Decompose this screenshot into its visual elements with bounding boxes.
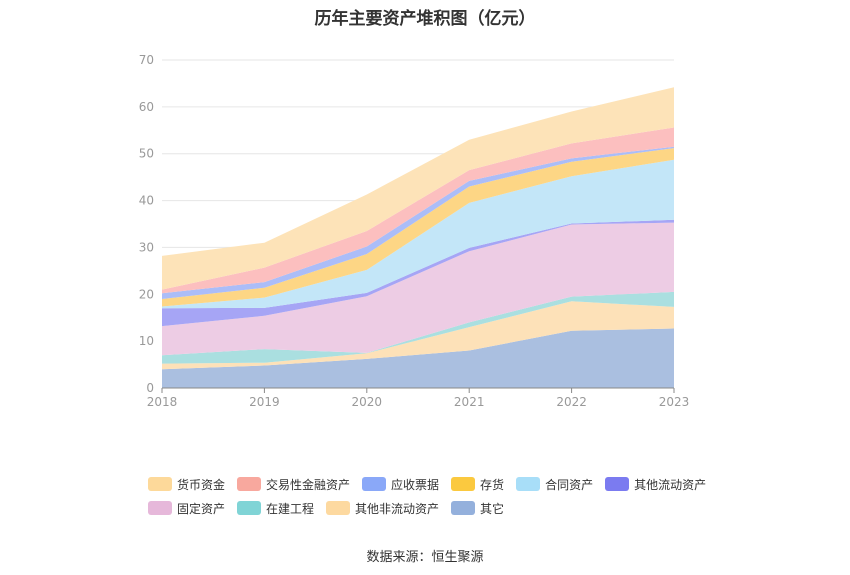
stacked-area-chart: 0 10 20 30 40 50 60 70 2018 2019 2020 2021 2022 2023 [139,53,690,409]
legend-item[interactable]: 存货 [451,476,504,493]
y-tick-label: 70 [139,53,154,67]
x-tick-label: 2021 [454,395,485,409]
area-series-4 [162,219,674,327]
legend-label: 应收票据 [391,477,440,492]
legend-swatch [451,501,476,515]
legend-item[interactable]: 在建工程 [237,500,314,517]
legend-label: 在建工程 [266,501,315,516]
legend-item[interactable]: 其他流动资产 [605,476,706,493]
area-series-0 [162,328,674,388]
legend-row: 固定资产 在建工程 其他非流动资产 其它 [148,496,748,520]
x-tick-label: 2019 [249,395,280,409]
legend-swatch [326,501,351,515]
legend-item[interactable]: 交易性金融资产 [237,476,350,493]
chart-title: 历年主要资产堆积图（亿元） [314,9,536,29]
axes: 0 10 20 30 40 50 60 70 2018 2019 2020 2021 2022 2023 [139,53,690,409]
legend-row: 货币资金 交易性金融资产 应收票据 存货 合同资产 其他流动资产 [148,472,748,496]
legend-label: 其它 [480,501,505,516]
legend-item[interactable]: 其他非流动资产 [326,500,439,517]
area-series-2 [162,291,674,364]
legend-label: 存货 [480,477,505,492]
area-series-8 [162,127,674,294]
legend-label: 交易性金融资产 [266,477,351,492]
y-tick-label: 50 [139,147,154,161]
legend-label: 货币资金 [177,477,226,492]
y-tick-label: 20 [139,287,154,301]
legend-item[interactable]: 合同资产 [516,476,593,493]
legend-swatch [237,501,262,515]
y-tick-label: 30 [139,240,154,254]
legend-swatch [451,477,476,491]
area-series [162,87,674,388]
chart-legend: 货币资金 交易性金融资产 应收票据 存货 合同资产 其他流动资产 固定资产 在建工程 其他非流… [148,472,748,520]
x-tick-label: 2020 [352,395,383,409]
area-series-6 [162,148,674,307]
legend-swatch [237,477,262,491]
x-tick-label: 2023 [659,395,690,409]
y-tick-label: 0 [146,381,154,395]
y-tick-label: 40 [139,194,154,208]
legend-swatch [516,477,541,491]
data-source-note: 数据来源：恒生聚源 [366,550,484,565]
legend-swatch [605,477,630,491]
area-series-5 [162,159,674,309]
area-series-3 [162,222,674,356]
legend-label: 固定资产 [177,501,226,516]
legend-item[interactable]: 固定资产 [148,500,225,517]
x-tick-label: 2022 [556,395,587,409]
y-tick-label: 10 [139,334,154,348]
area-series-1 [162,301,674,370]
legend-item[interactable]: 应收票据 [362,476,439,493]
legend-swatch [362,477,387,491]
legend-swatch [148,501,172,515]
area-series-9 [162,87,674,290]
y-tick-label: 60 [139,100,154,114]
legend-swatch [148,477,172,491]
legend-label: 其他非流动资产 [355,501,440,516]
legend-item[interactable]: 货币资金 [148,476,225,493]
legend-label: 合同资产 [545,477,594,492]
legend-item[interactable]: 其它 [451,500,504,517]
x-tick-label: 2018 [147,395,178,409]
legend-label: 其他流动资产 [634,477,707,492]
